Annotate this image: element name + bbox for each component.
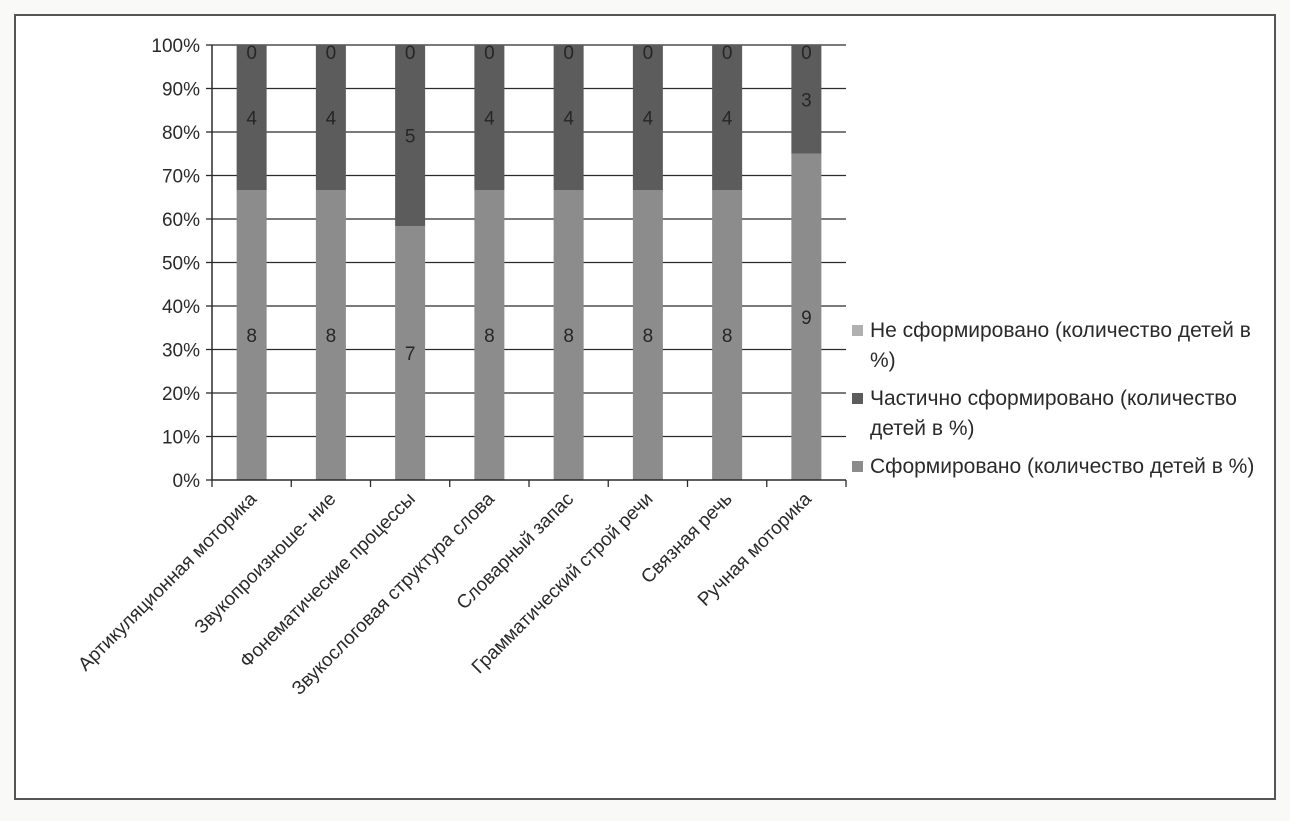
y-tick-label: 30% [162, 341, 200, 362]
bar-segment [236, 45, 267, 190]
y-tick-label: 100% [151, 36, 200, 57]
y-tick-label: 80% [162, 123, 200, 144]
y-tick-label: 20% [162, 384, 200, 405]
bar-segment [712, 190, 743, 480]
legend-item: Не сформировано (количество детей в %) [852, 316, 1272, 376]
bar-segment [474, 190, 505, 480]
data-label: 8 [722, 326, 733, 347]
data-label: 8 [484, 326, 495, 347]
bars [236, 45, 822, 480]
gridlines [212, 44, 846, 438]
legend-item: Частично сформировано (количество детей … [852, 384, 1272, 444]
axes [206, 44, 847, 487]
data-label: 0 [405, 43, 416, 64]
y-tick-label: 0% [173, 471, 201, 492]
legend-label: Сформировано (количество детей в %) [870, 455, 1255, 478]
bar-segment [632, 45, 663, 190]
data-label: 0 [722, 43, 733, 64]
data-label: 8 [643, 326, 654, 347]
data-label: 7 [405, 344, 416, 365]
bar-segment [315, 45, 346, 190]
data-label: 0 [246, 43, 257, 64]
bar-segment [791, 45, 822, 154]
legend-swatch [852, 325, 863, 336]
y-tick-label: 90% [162, 80, 200, 101]
data-label: 9 [801, 308, 812, 329]
legend-label: Частично сформировано (количество детей … [870, 387, 1237, 440]
data-label: 4 [326, 109, 337, 130]
data-label: 8 [326, 326, 337, 347]
bar-segment [553, 45, 584, 190]
bar-segment [315, 190, 346, 480]
x-tick-label: Звукопроизноше- ние [191, 489, 341, 639]
legend-swatch [852, 461, 863, 472]
bar-segment [712, 45, 743, 190]
y-tick-label: 40% [162, 297, 200, 318]
data-label: 3 [801, 90, 812, 111]
legend-item: Сформировано (количество детей в %) [852, 452, 1272, 482]
y-tick-label: 60% [162, 210, 200, 231]
bar-segment [474, 45, 505, 190]
data-label: 8 [246, 326, 257, 347]
data-label: 4 [246, 109, 257, 130]
data-label: 0 [801, 43, 812, 64]
data-label: 0 [326, 43, 337, 64]
data-label: 4 [722, 109, 733, 130]
legend-swatch [852, 393, 863, 404]
data-label: 4 [643, 109, 654, 130]
data-labels: 8 4 0 8 4 0 7 5 0 8 4 0 8 4 0 8 4 0 8 4 0 9 3 0 [246, 43, 811, 365]
bar-segment [553, 190, 584, 480]
data-label: 4 [563, 109, 574, 130]
y-tick-labels: 0% 10% 20% 30% 40% 50% 60% 70% 80% 90% 100% [151, 36, 200, 492]
data-label: 0 [643, 43, 654, 64]
data-label: 8 [563, 326, 574, 347]
bar-segment [632, 190, 663, 480]
data-label: 0 [563, 43, 574, 64]
y-tick-label: 50% [162, 254, 200, 275]
data-label: 4 [484, 109, 495, 130]
legend-label: Не сформировано (количество детей в %) [870, 319, 1251, 372]
y-tick-label: 10% [162, 428, 200, 449]
legend: Не сформировано (количество детей в %) Ча… [852, 316, 1272, 490]
data-label: 0 [484, 43, 495, 64]
data-label: 5 [405, 127, 416, 148]
bar-segment [791, 153, 822, 480]
bar-segment [395, 226, 426, 480]
y-tick-label: 70% [162, 167, 200, 188]
bar-segment [236, 190, 267, 480]
bar-segment [395, 45, 426, 227]
x-tick-labels: Артикуляционная моторикаЗвукопроизноше- … [74, 488, 816, 699]
